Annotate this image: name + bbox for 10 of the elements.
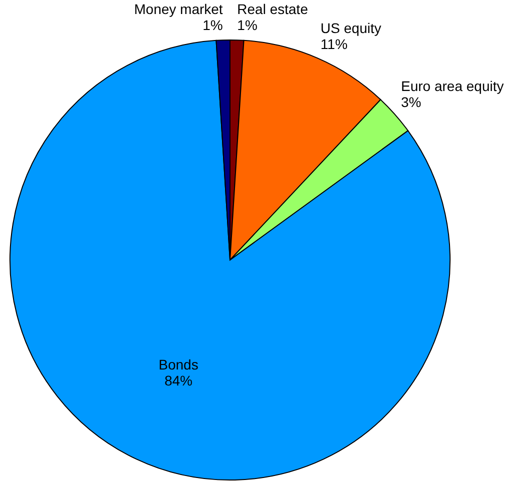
data-label: 1% — [237, 17, 258, 34]
data-label: 11% — [320, 36, 348, 52]
data-label: 1% — [202, 17, 223, 34]
data-label: 84% — [164, 372, 192, 388]
slice-label: Bonds — [158, 356, 198, 372]
slice-label: Euro area equity — [401, 78, 504, 94]
slice-label: US equity — [320, 20, 382, 36]
slice-label: Real estate — [237, 1, 308, 18]
data-label: 3% — [401, 94, 422, 110]
slice-label: Money market — [134, 1, 223, 18]
